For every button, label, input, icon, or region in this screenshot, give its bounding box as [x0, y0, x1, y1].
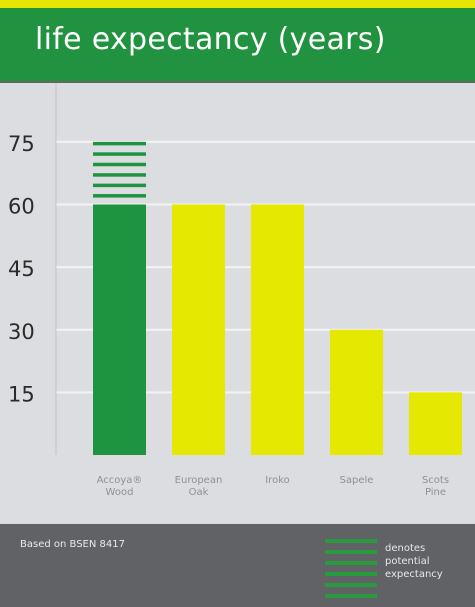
- x-tick-label-line: Oak: [189, 487, 209, 498]
- y-tick-label: 45: [8, 257, 35, 281]
- chart-title: life expectancy (years): [35, 22, 386, 57]
- legend-line-2: potential: [385, 556, 430, 567]
- source-note: Based on BSEN 8417: [20, 539, 125, 550]
- chart-header: life expectancy (years): [0, 8, 475, 81]
- potential-expectancy-stripe: [93, 152, 146, 156]
- potential-expectancy-stripe: [93, 162, 146, 167]
- bars: [93, 141, 462, 455]
- y-tick-label: 60: [8, 195, 35, 219]
- legend-line-1: denotes: [385, 543, 426, 554]
- y-tick-label: 15: [8, 382, 35, 406]
- potential-expectancy-stripe: [93, 173, 146, 177]
- bar: [93, 204, 146, 455]
- y-tick-label: 75: [8, 132, 35, 156]
- x-tick-label-line: Pine: [425, 487, 446, 498]
- potential-expectancy-legend-swatch: [325, 539, 377, 601]
- bar: [172, 204, 225, 455]
- potential-expectancy-stripe: [93, 194, 146, 198]
- plot-area: 15 30 45 60 75 Accoya® Wood European Oak Iroko Sa…: [0, 83, 475, 523]
- chart-footer: Based on BSEN 8417 denotes potential exp…: [0, 524, 475, 607]
- header-divider: [0, 81, 475, 83]
- x-tick-label-line: European: [175, 475, 223, 486]
- potential-expectancy-stripe: [93, 183, 146, 188]
- bar-chart: 15 30 45 60 75 Accoya® Wood European Oak Iroko Sa…: [8, 83, 475, 498]
- x-tick-label-line: Accoya®: [97, 475, 143, 486]
- legend-line-3: expectancy: [385, 569, 443, 580]
- y-tick-labels: 15 30 45 60 75: [8, 132, 35, 407]
- x-tick-label: Scots Pine: [422, 475, 449, 498]
- x-tick-labels: Accoya® Wood European Oak Iroko Sapele Scots Pi…: [97, 475, 449, 498]
- bar: [330, 329, 383, 455]
- x-tick-label: European Oak: [175, 475, 223, 498]
- x-tick-label: Accoya® Wood: [97, 475, 143, 498]
- x-tick-label-line: Scots: [422, 475, 449, 486]
- x-tick-label: Sapele: [340, 475, 374, 486]
- x-tick-label-line: Wood: [106, 487, 134, 498]
- top-accent-strip: [0, 0, 475, 8]
- bar: [251, 204, 304, 455]
- y-tick-label: 30: [8, 320, 35, 344]
- x-tick-label-line: Sapele: [340, 475, 374, 486]
- bar: [409, 392, 462, 455]
- x-tick-label: Iroko: [265, 475, 290, 486]
- x-tick-label-line: Iroko: [265, 475, 290, 486]
- potential-expectancy-stripe: [93, 141, 146, 146]
- legend-label: denotes potential expectancy: [385, 542, 443, 581]
